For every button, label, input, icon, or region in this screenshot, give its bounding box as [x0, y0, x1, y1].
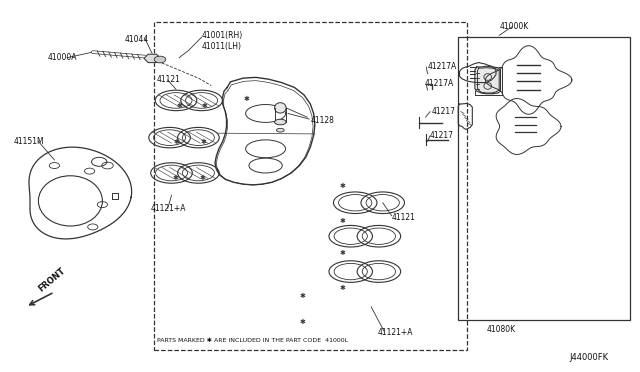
Text: ✱: ✱	[339, 285, 346, 291]
Text: 41001(RH): 41001(RH)	[202, 31, 243, 40]
Polygon shape	[112, 193, 118, 199]
Text: 41121+A: 41121+A	[150, 204, 186, 213]
Text: PARTS MARKED ✱ ARE INCLUDED IN THE PART CODE  41000L: PARTS MARKED ✱ ARE INCLUDED IN THE PART …	[157, 338, 348, 343]
Text: 41000K: 41000K	[499, 22, 529, 31]
Circle shape	[154, 56, 166, 63]
Text: ✱: ✱	[176, 103, 182, 109]
Text: ✱: ✱	[173, 139, 179, 145]
Bar	[154, 22, 467, 350]
Polygon shape	[144, 54, 161, 62]
Text: 41044: 41044	[125, 35, 149, 44]
Text: 41011(LH): 41011(LH)	[202, 42, 242, 51]
Text: ✱: ✱	[339, 183, 346, 189]
Text: ✱: ✱	[243, 96, 250, 102]
Text: ✱: ✱	[299, 319, 305, 325]
Text: 41217A: 41217A	[428, 62, 457, 71]
Text: 41217: 41217	[431, 107, 456, 116]
Text: 41121+A: 41121+A	[378, 328, 413, 337]
Text: ✱: ✱	[172, 175, 179, 181]
Text: 41000A: 41000A	[48, 53, 77, 62]
Text: ✱: ✱	[200, 139, 207, 145]
Text: 41128: 41128	[310, 116, 334, 125]
Polygon shape	[475, 66, 500, 94]
Text: FRONT: FRONT	[37, 266, 67, 294]
Text: ✱: ✱	[339, 218, 346, 224]
Polygon shape	[477, 68, 499, 93]
Text: ✱: ✱	[339, 250, 346, 256]
Text: 41121: 41121	[157, 76, 180, 84]
Bar	[458, 37, 630, 320]
Text: 41080K: 41080K	[486, 325, 516, 334]
Text: ✱: ✱	[202, 103, 208, 109]
Text: 41151M: 41151M	[14, 137, 45, 146]
Text: J44000FK: J44000FK	[570, 353, 609, 362]
Ellipse shape	[275, 103, 286, 113]
Text: ✱: ✱	[199, 175, 205, 181]
Ellipse shape	[276, 128, 284, 132]
Text: ✱: ✱	[299, 293, 305, 299]
Ellipse shape	[275, 119, 286, 125]
Text: 41121: 41121	[392, 213, 415, 222]
Text: 41217A: 41217A	[424, 79, 454, 88]
Text: 41217: 41217	[430, 131, 454, 140]
